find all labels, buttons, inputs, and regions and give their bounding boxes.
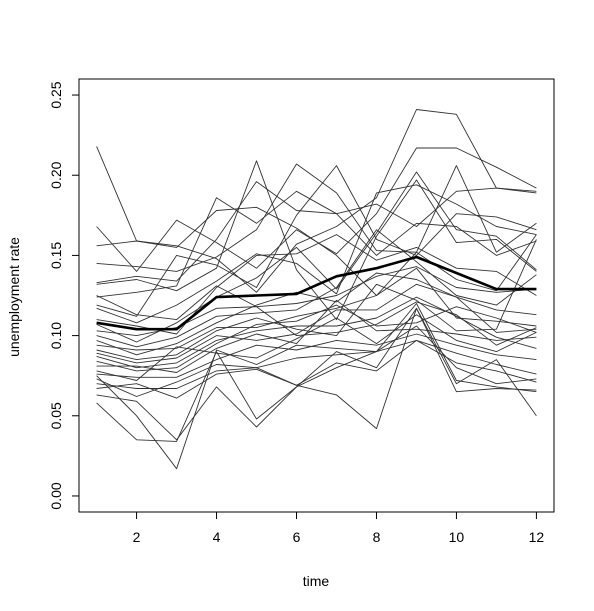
series-line-24	[96, 339, 537, 389]
y-tick-label: 0.10	[48, 322, 64, 349]
series-line-16	[96, 239, 537, 361]
x-tick-label: 2	[133, 529, 141, 545]
x-tick-label: 12	[529, 529, 545, 545]
series-line-21	[96, 314, 537, 381]
y-axis: 0.00 0.05 0.10 0.15 0.20 0.25	[48, 81, 80, 510]
series-line-26	[96, 325, 537, 441]
series-line-10	[96, 234, 537, 335]
y-axis-title: unemployment rate	[6, 237, 22, 357]
series-line-11	[96, 171, 537, 343]
x-tick-label: 8	[373, 529, 381, 545]
series-line-28	[96, 303, 537, 470]
x-tick-label: 4	[213, 529, 221, 545]
series-line-25	[96, 307, 537, 430]
series-line-8	[96, 165, 537, 317]
series-line-2	[96, 109, 537, 293]
series-line-6	[96, 160, 537, 321]
series-line-29	[96, 285, 537, 346]
series-line-14	[96, 272, 537, 356]
series-line-27	[96, 307, 537, 442]
series-line-7	[96, 190, 537, 298]
x-axis: 2 4 6 8 10 12	[133, 511, 545, 545]
y-tick-label: 0.15	[48, 242, 64, 269]
y-tick-label: 0.00	[48, 482, 64, 509]
y-tick-label: 0.20	[48, 161, 64, 188]
series-line-22	[96, 333, 537, 378]
series-line-1	[96, 146, 537, 296]
mean-series-line	[96, 255, 537, 331]
series-line-20	[96, 299, 537, 373]
series-line-23	[96, 339, 537, 397]
series-line-9	[96, 184, 537, 324]
series-line-4	[96, 163, 537, 272]
series-line-15	[96, 267, 537, 351]
y-tick-label: 0.25	[48, 81, 64, 108]
series-layer	[96, 109, 537, 470]
series-line-3	[96, 147, 537, 272]
series-line-19	[96, 304, 537, 372]
series-line-13	[96, 229, 537, 348]
x-tick-label: 10	[449, 529, 465, 545]
x-axis-title: time	[303, 573, 330, 589]
y-tick-label: 0.05	[48, 402, 64, 429]
x-tick-label: 6	[293, 529, 301, 545]
series-line-5	[96, 181, 537, 284]
